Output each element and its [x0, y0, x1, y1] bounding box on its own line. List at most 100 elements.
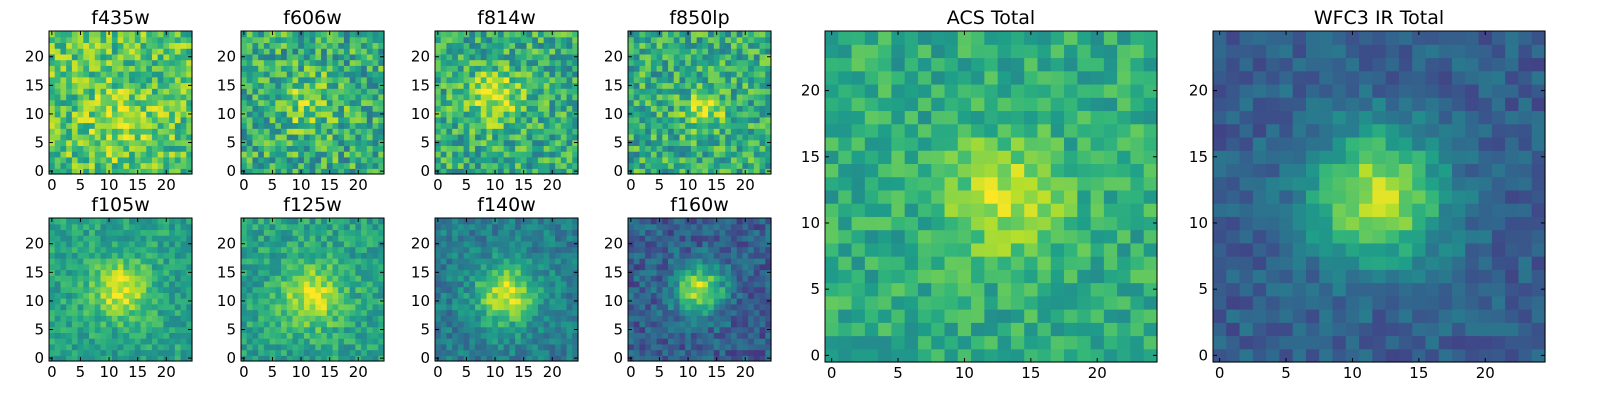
heatmap-cell: [286, 292, 294, 299]
heatmap-cell: [309, 292, 316, 299]
heatmap-cell: [475, 315, 482, 322]
heatmap-cell: [736, 133, 743, 141]
heatmap-cell: [650, 59, 658, 66]
heatmap-cell: [252, 240, 259, 248]
heatmap-cell: [309, 332, 316, 339]
heatmap-cell: [326, 258, 334, 265]
heatmap-cell: [338, 343, 345, 351]
heatmap-cell: [146, 223, 153, 231]
heatmap-cell: [566, 88, 573, 95]
heatmap-cell: [526, 42, 533, 49]
heatmap-cell: [349, 263, 356, 271]
heatmap-cell: [89, 332, 96, 339]
heatmap-cell: [89, 168, 96, 175]
heatmap-cell: [543, 298, 550, 305]
heatmap-cell: [146, 229, 153, 236]
heatmap-cell: [679, 59, 686, 66]
heatmap-cell: [469, 139, 476, 146]
heatmap-cell: [656, 338, 663, 345]
heatmap-cell: [315, 139, 322, 146]
heatmap-cell: [140, 315, 147, 322]
heatmap-cell: [151, 246, 159, 253]
heatmap-cell: [440, 263, 448, 271]
heatmap-cell: [702, 280, 709, 288]
heatmap-cell: [372, 65, 379, 72]
heatmap-cell: [730, 151, 738, 158]
heatmap-cell: [94, 355, 102, 362]
heatmap-cell: [60, 240, 67, 248]
heatmap-cell: [263, 309, 271, 316]
heatmap-cell: [246, 76, 254, 84]
heatmap-cell: [140, 168, 147, 175]
heatmap-cell: [440, 286, 448, 293]
heatmap-cell: [549, 303, 556, 311]
heatmap-cell: [303, 31, 311, 38]
heatmap-cell: [572, 349, 579, 356]
heatmap-cell: [326, 116, 334, 124]
heatmap-cell: [281, 65, 288, 72]
heatmap-cell: [673, 332, 681, 339]
heatmap-cell: [263, 252, 271, 259]
heatmap-cell: [503, 229, 510, 236]
heatmap-cell: [241, 320, 248, 328]
heatmap-cell: [140, 31, 147, 38]
heatmap-cell: [66, 309, 73, 316]
heatmap-cell: [730, 116, 738, 124]
heatmap-cell: [690, 71, 698, 78]
heatmap-cell: [140, 59, 147, 66]
heatmap-cell: [321, 36, 328, 44]
heatmap-cell: [679, 65, 686, 72]
heatmap-cell: [372, 99, 379, 106]
heatmap-cell: [174, 320, 182, 328]
heatmap-cell: [560, 229, 568, 236]
heatmap-cell: [111, 111, 119, 118]
heatmap-cell: [315, 218, 322, 225]
heatmap-cell: [246, 53, 254, 61]
heatmap-cell: [157, 292, 164, 299]
heatmap-cell: [246, 111, 254, 118]
heatmap-cell: [349, 156, 356, 164]
x-tick-label: 15: [514, 363, 533, 381]
heatmap-cell: [543, 31, 550, 38]
heatmap-cell: [140, 229, 147, 236]
heatmap-cell: [730, 162, 738, 169]
heatmap-cell: [708, 48, 715, 55]
heatmap-cell: [503, 349, 510, 356]
heatmap-cell: [572, 122, 579, 129]
heatmap-cell: [174, 286, 182, 293]
heatmap-cell: [49, 258, 56, 265]
x-tick-label: 0: [433, 363, 443, 381]
heatmap-cell: [526, 82, 533, 89]
heatmap-cell: [497, 42, 505, 49]
heatmap-cell: [543, 280, 550, 288]
heatmap-cell: [275, 59, 282, 66]
heatmap-cell: [690, 280, 698, 288]
heatmap-cell: [89, 65, 96, 72]
heatmap-cell: [503, 315, 510, 322]
heatmap-cell: [759, 303, 766, 311]
heatmap-cell: [457, 332, 465, 339]
heatmap-cell: [753, 116, 761, 124]
y-tick-label: 0: [226, 349, 236, 367]
heatmap-cell: [543, 343, 550, 351]
heatmap-cell: [54, 156, 62, 164]
heatmap-cell: [532, 162, 539, 169]
heatmap-cell: [509, 229, 516, 236]
heatmap-cell: [656, 99, 663, 106]
heatmap-cell: [555, 31, 562, 38]
heatmap-cell: [560, 99, 568, 106]
heatmap-cell: [469, 93, 476, 101]
heatmap-cell: [298, 93, 305, 101]
heatmap-cell: [60, 99, 67, 106]
heatmap-cell: [186, 76, 193, 84]
heatmap-cell: [169, 320, 176, 328]
heatmap-cell: [151, 76, 159, 84]
heatmap-cell: [480, 326, 488, 333]
heatmap-cell: [54, 229, 62, 236]
heatmap-cell: [129, 355, 136, 362]
heatmap-cell: [492, 71, 499, 78]
heatmap-cell: [269, 223, 276, 231]
heatmap-cell: [315, 111, 322, 118]
heatmap-cell: [532, 105, 539, 112]
